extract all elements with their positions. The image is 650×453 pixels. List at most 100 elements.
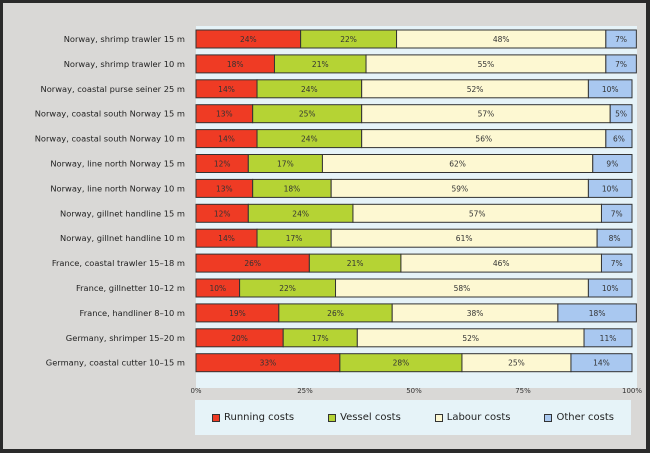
- category-label: Norway, shrimp trawler 10 m: [64, 59, 185, 69]
- bar-segment-other-costs: [605, 29, 637, 49]
- data-label: 24%: [301, 135, 318, 144]
- legend-swatch-running: [211, 413, 220, 422]
- data-label: 25%: [508, 359, 525, 368]
- category-label: Norway, coastal south Norway 10 m: [35, 134, 185, 144]
- legend-swatch-labour: [434, 413, 443, 422]
- legend-label: Vessel costs: [340, 412, 401, 423]
- category-label: Norway, shrimp trawler 15 m: [64, 34, 185, 44]
- legend-item-other-costs: Other costs: [544, 412, 614, 423]
- data-label: 10%: [602, 284, 619, 293]
- data-label: 26%: [244, 259, 261, 268]
- data-label: 8%: [609, 234, 621, 243]
- category-label: Germany, shrimper 15–20 m: [66, 333, 185, 343]
- bar-segment-other-costs: [609, 104, 633, 124]
- legend-item-vessel-costs: Vessel costs: [328, 412, 401, 423]
- data-label: 26%: [327, 309, 344, 318]
- data-label: 10%: [602, 184, 619, 193]
- category-label: Norway, coastal purse seiner 25 m: [41, 84, 186, 94]
- bar-segment-other-costs: [570, 353, 633, 373]
- data-label: 52%: [467, 85, 484, 94]
- data-label: 14%: [593, 359, 610, 368]
- data-label: 28%: [393, 359, 410, 368]
- data-label: 24%: [240, 35, 257, 44]
- category-label: Norway, line north Norway 10 m: [50, 183, 185, 193]
- data-label: 7%: [611, 209, 623, 218]
- data-label: 6%: [613, 135, 625, 144]
- data-label: 13%: [216, 110, 233, 119]
- data-label: 20%: [231, 334, 248, 343]
- data-label: 5%: [615, 110, 627, 119]
- category-label: Germany, coastal cutter 10–15 m: [46, 358, 185, 368]
- data-label: 11%: [600, 334, 617, 343]
- data-label: 12%: [214, 160, 231, 169]
- data-label: 58%: [454, 284, 471, 293]
- legend-swatch-vessel: [328, 413, 337, 422]
- legend-label: Labour costs: [446, 412, 511, 423]
- data-label: 48%: [493, 35, 510, 44]
- bar-segment-other-costs: [592, 154, 633, 173]
- data-label: 21%: [347, 259, 364, 268]
- data-label: 18%: [284, 184, 301, 193]
- category-label: Norway, coastal south Norway 15 m: [35, 109, 185, 119]
- data-label: 9%: [606, 160, 618, 169]
- data-label: 14%: [218, 135, 235, 144]
- category-label: Norway, line north Norway 15 m: [50, 159, 185, 169]
- data-label: 57%: [469, 209, 486, 218]
- data-label: 18%: [589, 309, 606, 318]
- data-label: 17%: [277, 160, 294, 169]
- category-label: France, handliner 8–10 m: [80, 308, 185, 318]
- data-label: 52%: [462, 334, 479, 343]
- data-label: 13%: [216, 184, 233, 193]
- bar-segment-other-costs: [587, 278, 633, 298]
- data-label: 62%: [449, 160, 466, 169]
- data-label: 10%: [602, 85, 619, 94]
- data-label: 14%: [218, 85, 235, 94]
- data-label: 61%: [456, 234, 473, 243]
- category-labels: Norway, shrimp trawler 15 m Norway, shrim…: [35, 34, 185, 368]
- legend-item-running-costs: Running costs: [211, 412, 295, 423]
- data-label: 7%: [615, 35, 627, 44]
- data-label: 25%: [299, 110, 316, 119]
- legend-swatch-other: [544, 413, 553, 422]
- data-label: 22%: [340, 35, 357, 44]
- category-label: Norway, gillnet handline 15 m: [60, 208, 185, 218]
- legend-label: Running costs: [223, 412, 295, 423]
- data-label: 22%: [279, 284, 296, 293]
- bar-segment-other-costs: [605, 54, 637, 74]
- bar-segment-other-costs: [587, 79, 633, 99]
- category-label: France, gillnetter 10–12 m: [76, 283, 185, 293]
- data-label: 7%: [615, 60, 627, 69]
- data-label: 57%: [478, 110, 495, 119]
- data-label: 19%: [229, 309, 246, 318]
- data-label: 38%: [467, 309, 484, 318]
- bar-segment-other-costs: [587, 178, 633, 198]
- bar-segment-other-costs: [600, 253, 633, 273]
- data-label: 24%: [292, 209, 309, 218]
- x-axis-ticks: 0% 25% 50% 75% 100%: [190, 387, 642, 395]
- x-tick-label: 50%: [406, 387, 422, 395]
- data-label: 10%: [209, 284, 226, 293]
- data-label: 12%: [214, 209, 231, 218]
- data-label: 14%: [218, 234, 235, 243]
- legend-item-labour-costs: Labour costs: [434, 412, 511, 423]
- category-label: Norway, gillnet handline 10 m: [60, 233, 185, 243]
- data-label: 17%: [286, 234, 303, 243]
- bar-segment-other-costs: [596, 228, 633, 248]
- x-tick-label: 75%: [515, 387, 531, 395]
- bars: 24% 22% 48% 7% 18% 21% 55% 7% 14% 24% 52% 10% 13% 25%…: [195, 29, 637, 373]
- category-label: France, coastal trawler 15–18 m: [52, 258, 185, 268]
- legend: Running costs Vessel costs Labour costs …: [195, 400, 631, 435]
- bar-segment-other-costs: [557, 303, 637, 323]
- x-tick-label: 25%: [297, 387, 313, 395]
- x-tick-label: 0%: [190, 387, 201, 395]
- data-label: 46%: [493, 259, 510, 268]
- data-label: 17%: [312, 334, 329, 343]
- data-label: 7%: [611, 259, 623, 268]
- data-label: 18%: [227, 60, 244, 69]
- bar-segment-other-costs: [605, 129, 633, 149]
- data-label: 55%: [478, 60, 495, 69]
- data-label: 24%: [301, 85, 318, 94]
- data-label: 56%: [475, 135, 492, 144]
- data-label: 21%: [312, 60, 329, 69]
